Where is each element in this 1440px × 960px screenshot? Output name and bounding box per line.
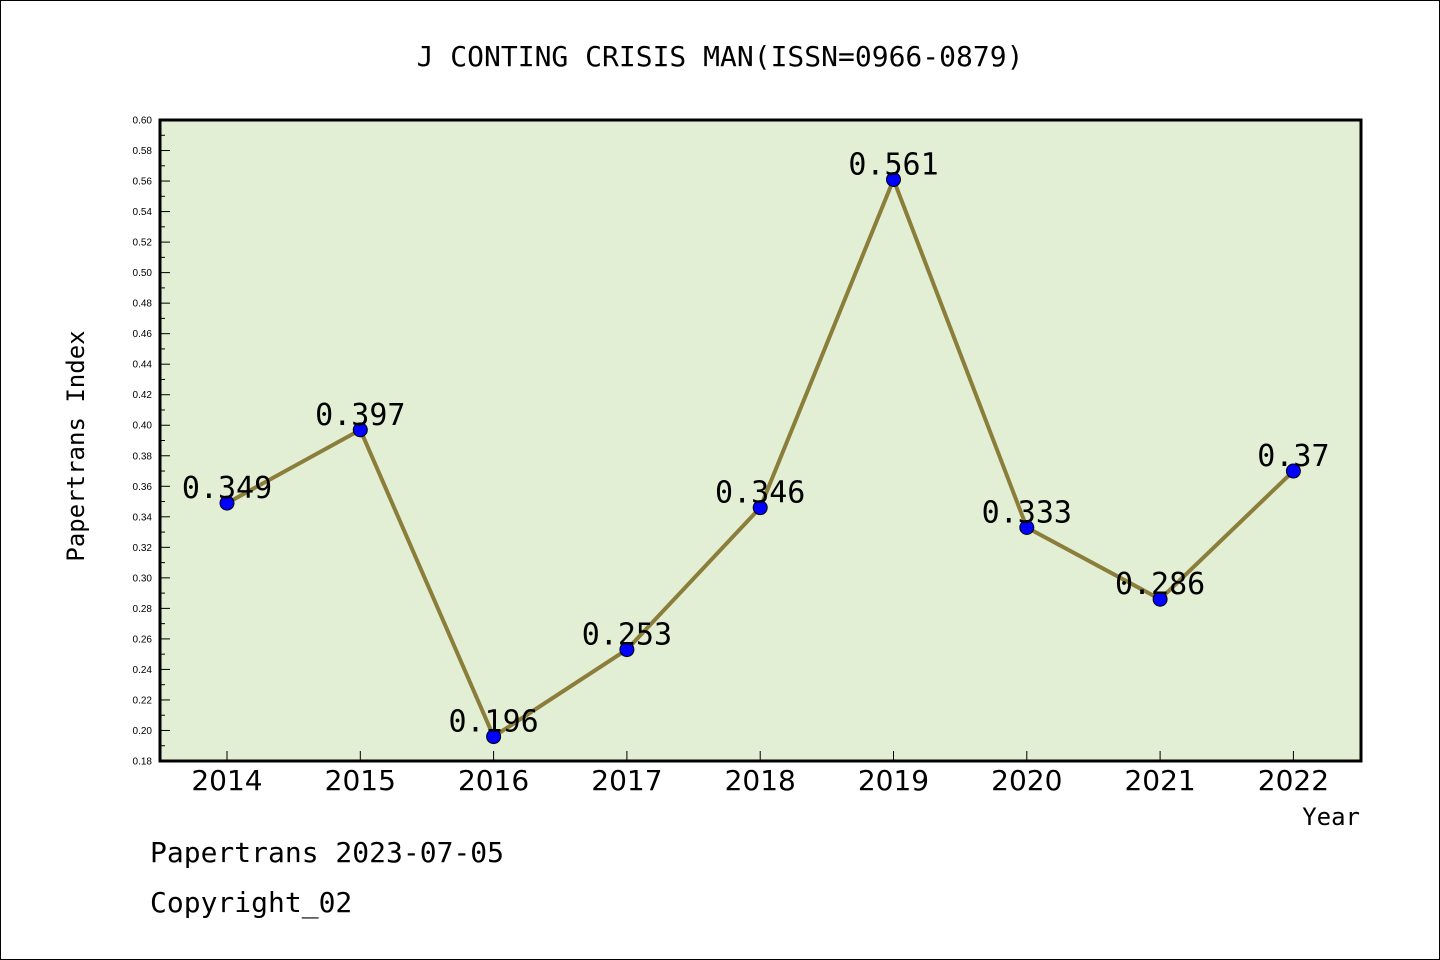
y-tick-label: 0.20 bbox=[133, 726, 153, 737]
data-point bbox=[219, 495, 235, 511]
y-tick-label: 0.28 bbox=[133, 604, 153, 615]
x-tick-label: 2016 bbox=[458, 764, 529, 797]
y-tick-label: 0.30 bbox=[133, 573, 153, 584]
x-tick-label: 2015 bbox=[325, 764, 396, 797]
y-tick-label: 0.40 bbox=[133, 421, 153, 432]
y-tick-label: 0.44 bbox=[133, 360, 153, 371]
data-point bbox=[886, 172, 901, 188]
y-tick-label: 0.26 bbox=[133, 634, 153, 645]
footer-copyright: Copyright_02 bbox=[150, 886, 353, 919]
y-tick-label: 0.46 bbox=[133, 329, 153, 340]
data-label: 0.253 bbox=[582, 618, 672, 653]
data-label: 0.561 bbox=[848, 148, 938, 183]
y-tick-label: 0.58 bbox=[133, 146, 153, 157]
footer-date-line: Papertrans 2023-07-05 bbox=[150, 836, 505, 869]
y-tick-label: 0.36 bbox=[133, 482, 153, 493]
y-tick-label: 0.60 bbox=[133, 116, 153, 127]
y-tick-label: 0.42 bbox=[133, 390, 153, 401]
series-line-group: 0.349 0.397 0.196 0.253 0.346 0.561 0.333 0.286… bbox=[182, 148, 1330, 745]
x-axis: 2014 2015 2016 2017 2018 2019 2020 2021 2022 bbox=[191, 751, 1329, 797]
data-point bbox=[486, 729, 502, 745]
plot-area bbox=[158, 118, 1363, 763]
data-point bbox=[1019, 519, 1035, 535]
data-point bbox=[752, 500, 768, 516]
y-tick-label: 0.34 bbox=[133, 512, 153, 523]
y-tick-label: 0.50 bbox=[133, 268, 153, 279]
data-label: 0.286 bbox=[1115, 567, 1205, 602]
x-tick-label: 2018 bbox=[725, 764, 796, 797]
chart-title: J CONTING CRISIS MAN(ISSN=0966-0879) bbox=[417, 40, 1024, 73]
x-tick-label: 2017 bbox=[591, 764, 662, 797]
x-tick-label: 2014 bbox=[191, 764, 262, 797]
x-tick-label: 2019 bbox=[858, 764, 929, 797]
y-tick-label: 0.48 bbox=[133, 299, 153, 310]
y-tick-label: 0.56 bbox=[133, 177, 153, 188]
x-tick-label: 2021 bbox=[1124, 764, 1195, 797]
x-tick-label: 2022 bbox=[1258, 764, 1329, 797]
data-label: 0.349 bbox=[182, 471, 272, 506]
y-tick-label: 0.52 bbox=[133, 238, 153, 249]
data-point bbox=[1152, 591, 1168, 607]
y-tick-label: 0.18 bbox=[133, 757, 153, 768]
data-label: 0.37 bbox=[1257, 439, 1329, 474]
data-point bbox=[352, 422, 368, 438]
x-axis-label: Year bbox=[1302, 803, 1360, 831]
y-tick-label: 0.38 bbox=[133, 451, 153, 462]
data-label: 0.333 bbox=[982, 495, 1072, 530]
data-label: 0.397 bbox=[315, 398, 405, 433]
y-tick-label: 0.32 bbox=[133, 543, 153, 554]
data-point bbox=[619, 642, 635, 658]
data-point bbox=[1285, 463, 1301, 479]
data-label: 0.346 bbox=[715, 476, 805, 511]
y-axis-label: Papertrans Index bbox=[62, 330, 90, 561]
y-tick-label: 0.54 bbox=[133, 207, 153, 218]
y-tick-label: 0.22 bbox=[133, 695, 153, 706]
y-axis: 0.18 0.20 0.22 0.24 0.26 0.28 0.30 0.32 0.34 0.36… bbox=[133, 116, 170, 768]
y-tick-label: 0.24 bbox=[133, 665, 153, 676]
data-label: 0.196 bbox=[448, 705, 538, 740]
x-tick-label: 2020 bbox=[991, 764, 1062, 797]
